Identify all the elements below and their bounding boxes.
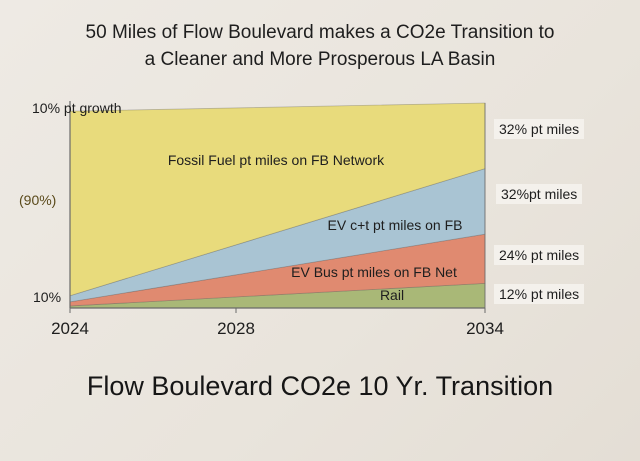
- end-label-fossil: 32% pt miles: [494, 119, 585, 139]
- x-tick-label-2034: 2034: [466, 319, 504, 338]
- series-label-ev-ct: EV c+t pt miles on FB: [328, 217, 463, 233]
- chart-title-line-1: 50 Miles of Flow Boulevard makes a CO2e …: [85, 22, 555, 43]
- footer-title: Flow Boulevard CO2e 10 Yr. Transition: [86, 371, 554, 401]
- end-label-ev-bus: 24% pt miles: [494, 245, 585, 265]
- end-label-ev-ct: 32%pt miles: [496, 184, 583, 204]
- left-mid-label: (90%): [19, 192, 57, 208]
- end-label-rail: 12% pt miles: [494, 284, 585, 304]
- top-left-label: 10% pt growth: [32, 100, 122, 116]
- chart-title-line-2: a Cleaner and More Prosperous LA Basin: [144, 49, 496, 70]
- left-bottom-label: 10%: [33, 289, 62, 305]
- series-label-rail: Rail: [380, 287, 404, 303]
- x-tick-label-2028: 2028: [217, 319, 255, 338]
- x-tick-label-2024: 2024: [51, 319, 89, 338]
- series-label-ev-bus: EV Bus pt miles on FB Net: [291, 264, 457, 280]
- series-label-fossil: Fossil Fuel pt miles on FB Network: [168, 152, 385, 168]
